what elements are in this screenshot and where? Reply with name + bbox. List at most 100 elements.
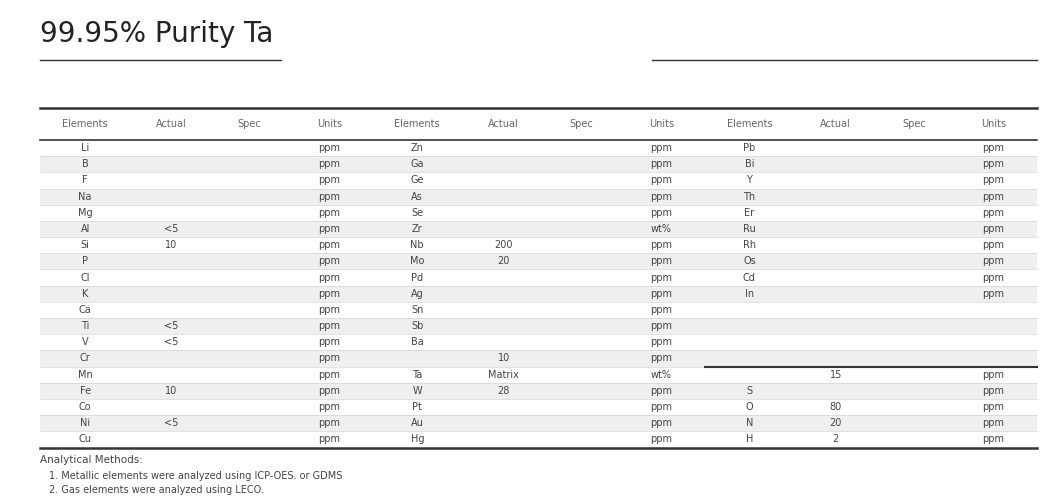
Text: Spec: Spec	[570, 118, 594, 128]
Text: 20: 20	[497, 256, 510, 266]
Text: Pb: Pb	[743, 143, 756, 153]
Text: ppm: ppm	[318, 321, 340, 331]
Text: Sb: Sb	[411, 321, 423, 331]
Text: In: In	[745, 289, 754, 299]
Bar	[40, 188, 1037, 204]
Text: P: P	[82, 256, 88, 266]
Text: 10: 10	[165, 386, 178, 396]
Text: ppm: ppm	[983, 143, 1005, 153]
Text: Sn: Sn	[411, 305, 423, 315]
Text: ppm: ppm	[651, 192, 672, 202]
Text: ppm: ppm	[318, 434, 340, 444]
Bar	[40, 270, 1037, 285]
Text: Ru: Ru	[743, 224, 756, 234]
Text: <5: <5	[164, 224, 179, 234]
Bar	[40, 415, 1037, 432]
Text: 80: 80	[830, 402, 842, 412]
Bar	[40, 286, 1037, 302]
Bar	[40, 254, 1037, 270]
Bar	[40, 156, 1037, 172]
Text: ppm: ppm	[651, 354, 672, 364]
Text: ppm: ppm	[318, 354, 340, 364]
Text: Elements: Elements	[726, 118, 772, 128]
Text: ppm: ppm	[983, 160, 1005, 170]
Text: Cu: Cu	[78, 434, 91, 444]
Text: ppm: ppm	[318, 256, 340, 266]
Bar	[40, 399, 1037, 415]
Text: Matrix: Matrix	[489, 370, 519, 380]
Text: 2. Gas elements were analyzed using LECO.: 2. Gas elements were analyzed using LECO…	[49, 485, 264, 495]
Text: ppm: ppm	[318, 386, 340, 396]
Text: O: O	[745, 402, 754, 412]
Text: ppm: ppm	[318, 240, 340, 250]
Text: ppm: ppm	[983, 224, 1005, 234]
Text: ppm: ppm	[983, 192, 1005, 202]
Bar	[40, 172, 1037, 188]
Text: ppm: ppm	[651, 434, 672, 444]
Text: Al: Al	[81, 224, 90, 234]
Text: ppm: ppm	[651, 305, 672, 315]
Text: Ba: Ba	[411, 338, 424, 347]
Text: Spec: Spec	[902, 118, 925, 128]
Text: 28: 28	[497, 386, 510, 396]
Text: ppm: ppm	[983, 370, 1005, 380]
Text: ppm: ppm	[318, 224, 340, 234]
Text: Y: Y	[746, 176, 753, 186]
Text: <5: <5	[164, 338, 179, 347]
Text: 2: 2	[832, 434, 838, 444]
Text: Units: Units	[317, 118, 341, 128]
Text: ppm: ppm	[318, 289, 340, 299]
Text: 1. Metallic elements were analyzed using ICP-OES. or GDMS: 1. Metallic elements were analyzed using…	[49, 471, 342, 481]
Text: H: H	[745, 434, 753, 444]
Text: 10: 10	[497, 354, 510, 364]
Text: Spec: Spec	[237, 118, 262, 128]
Text: <5: <5	[164, 321, 179, 331]
Text: ppm: ppm	[651, 208, 672, 218]
Text: wt%: wt%	[651, 370, 672, 380]
Text: Units: Units	[980, 118, 1006, 128]
Text: Os: Os	[743, 256, 756, 266]
Text: ppm: ppm	[318, 176, 340, 186]
Bar	[40, 350, 1037, 366]
Text: ppm: ppm	[983, 240, 1005, 250]
Text: ppm: ppm	[318, 402, 340, 412]
Text: ppm: ppm	[983, 434, 1005, 444]
Text: Ti: Ti	[81, 321, 89, 331]
Text: ppm: ppm	[651, 176, 672, 186]
Text: ppm: ppm	[983, 256, 1005, 266]
Text: Bi: Bi	[744, 160, 754, 170]
Text: ppm: ppm	[651, 386, 672, 396]
Text: Pd: Pd	[411, 272, 423, 282]
Text: <5: <5	[164, 418, 179, 428]
Bar	[40, 383, 1037, 399]
Bar	[40, 334, 1037, 350]
Text: Mg: Mg	[77, 208, 92, 218]
Text: ppm: ppm	[983, 418, 1005, 428]
Text: Au: Au	[411, 418, 424, 428]
Text: ppm: ppm	[983, 208, 1005, 218]
Text: ppm: ppm	[651, 418, 672, 428]
Text: Ga: Ga	[410, 160, 424, 170]
Text: Cr: Cr	[80, 354, 90, 364]
Text: ppm: ppm	[983, 176, 1005, 186]
Text: Ca: Ca	[78, 305, 91, 315]
Text: As: As	[411, 192, 423, 202]
Text: Ge: Ge	[410, 176, 424, 186]
Text: 10: 10	[165, 240, 178, 250]
Text: S: S	[746, 386, 753, 396]
Text: 99.95% Purity Ta: 99.95% Purity Ta	[40, 20, 273, 48]
Text: Elements: Elements	[63, 118, 108, 128]
Text: ppm: ppm	[983, 272, 1005, 282]
Text: ppm: ppm	[318, 272, 340, 282]
Text: Fe: Fe	[80, 386, 91, 396]
Text: Th: Th	[743, 192, 756, 202]
Text: F: F	[83, 176, 88, 186]
Text: V: V	[82, 338, 88, 347]
Text: 200: 200	[494, 240, 513, 250]
Text: ppm: ppm	[983, 289, 1005, 299]
Text: ppm: ppm	[318, 370, 340, 380]
Text: 15: 15	[830, 370, 842, 380]
Text: ppm: ppm	[318, 143, 340, 153]
Text: Nb: Nb	[410, 240, 424, 250]
Text: ppm: ppm	[318, 305, 340, 315]
